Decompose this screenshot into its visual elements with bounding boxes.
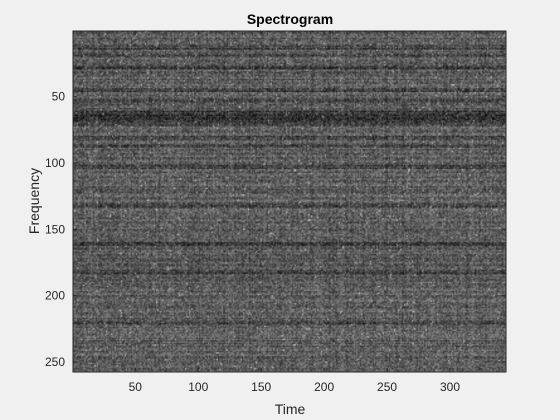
- x-axis-label: Time: [275, 401, 306, 417]
- y-tick-label: 150: [45, 222, 65, 236]
- y-tick-label: 50: [52, 90, 66, 104]
- chart-title: Spectrogram: [247, 11, 333, 27]
- x-tick-label: 100: [188, 380, 208, 394]
- x-tick-label: 300: [440, 380, 460, 394]
- axes-frame: [72, 30, 507, 373]
- spectrogram-cells: [73, 31, 506, 372]
- y-tick-label: 200: [45, 289, 65, 303]
- x-tick-label: 250: [377, 380, 397, 394]
- x-tick-label: 150: [251, 380, 271, 394]
- y-tick-label: 100: [45, 156, 65, 170]
- x-tick-label: 50: [129, 380, 143, 394]
- spectrogram-image: [73, 31, 506, 372]
- y-tick-label: 250: [45, 355, 65, 369]
- x-axis-ticks: 50 100 150 200 250 300: [129, 31, 460, 394]
- x-tick-label: 200: [314, 380, 334, 394]
- y-axis-label: Frequency: [26, 168, 42, 234]
- y-axis-ticks: 50 100 150 200 250: [45, 90, 506, 369]
